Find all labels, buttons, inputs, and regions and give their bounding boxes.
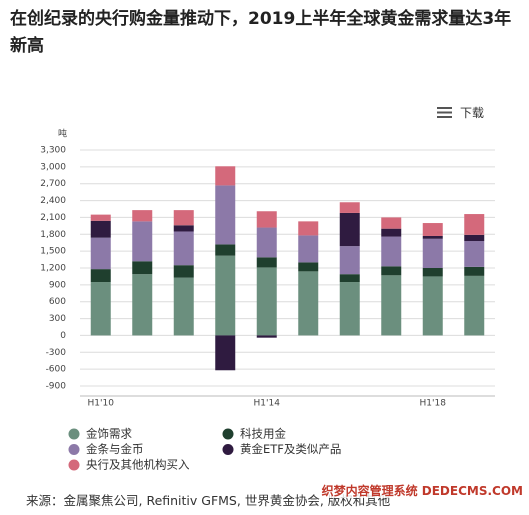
legend-label: 金饰需求: [86, 427, 132, 441]
bar-segment: [173, 231, 194, 266]
bar-segment: [339, 246, 360, 275]
y-tick-label: -600: [46, 365, 67, 375]
y-tick-label: 3,000: [40, 162, 66, 172]
bar-segment: [90, 282, 111, 336]
bar-segment: [215, 244, 236, 256]
bar-segment: [422, 223, 443, 236]
bar-segment: [339, 274, 360, 283]
legend-label: 黄金ETF及类似产品: [240, 442, 341, 456]
bar-segment: [132, 261, 153, 275]
bar-segment: [381, 236, 402, 267]
bar-segment: [381, 266, 402, 276]
y-tick-label: 1,200: [40, 264, 66, 274]
bar-segment: [90, 237, 111, 270]
chart: 吨 3,300 3,000 2,700 2,400 2,100 1,800 1,500 1,2…: [40, 128, 495, 472]
bar-segment: [381, 275, 402, 336]
legend-label: 科技用金: [240, 427, 286, 441]
bar-segment: [298, 262, 319, 272]
bar-segment: [339, 282, 360, 336]
y-tick-label: -300: [46, 348, 67, 358]
y-tick-label: 2,400: [40, 196, 66, 206]
bar-segment: [381, 228, 402, 237]
bar-segment: [381, 217, 402, 229]
y-tick-label: 1,500: [40, 247, 66, 257]
bar-segment: [173, 225, 194, 232]
bar-segment: [173, 265, 194, 278]
bar-segment: [298, 221, 319, 236]
y-tick-label: 0: [60, 331, 66, 341]
bar-segment: [256, 211, 277, 228]
bar-segment: [464, 241, 485, 267]
download-button[interactable]: 下载: [437, 104, 484, 121]
bar-segment: [132, 221, 153, 262]
bar-segment: [90, 269, 111, 283]
bar-segment: [173, 277, 194, 336]
bar-segment: [90, 214, 111, 221]
bar-segment: [422, 268, 443, 277]
legend-swatch: [68, 444, 80, 455]
bar-segment: [256, 257, 277, 268]
bar-segment: [464, 234, 485, 242]
bar-segment: [339, 202, 360, 213]
bar-segment: [256, 267, 277, 336]
bar-segment: [422, 238, 443, 268]
y-tick-label: 3,300: [40, 146, 66, 156]
bar-segment: [256, 335, 277, 338]
y-tick-label: 900: [49, 280, 66, 290]
legend-swatch: [222, 444, 234, 455]
bar-segment: [422, 276, 443, 336]
bar-segment: [298, 235, 319, 263]
menu-icon[interactable]: [437, 107, 452, 118]
bar-segment: [215, 255, 236, 336]
bar-segment: [464, 214, 485, 235]
legend-swatch: [68, 428, 80, 440]
y-tick-label: 600: [49, 297, 66, 307]
y-tick-label: 300: [49, 314, 66, 324]
legend-label: 央行及其他机构买入: [86, 458, 190, 472]
bar-segment: [173, 210, 194, 226]
bar-segment: [215, 185, 236, 245]
y-tick-label: 2,700: [40, 179, 66, 189]
y-axis-label: 吨: [58, 128, 67, 140]
x-tick-label: H1'14: [254, 399, 281, 409]
bar-segment: [422, 235, 443, 239]
source: 来源：金属聚焦公司, Refinitiv GFMS, 世界黄金协会, 版权和其他: [26, 493, 391, 508]
download-label[interactable]: 下载: [460, 106, 485, 120]
bar-segment: [464, 266, 485, 276]
chart-title: 在创纪录的央行购金量推动下，2019上半年全球黄金需求量达3年新高: [10, 9, 512, 56]
watermark: 织梦内容管理系统 DEDECMS.COM: [321, 484, 523, 498]
legend-swatch: [222, 428, 234, 440]
bar-segment: [215, 335, 236, 371]
x-tick-label: H1'18: [420, 399, 447, 409]
bar-segment: [256, 227, 277, 258]
legend-label: 金条与金币: [86, 442, 144, 456]
legend-swatch: [68, 459, 80, 471]
bar-segment: [298, 271, 319, 336]
bar-segment: [90, 220, 111, 238]
bar-segment: [215, 166, 236, 186]
y-tick-label: -900: [46, 382, 67, 392]
bar-segment: [132, 274, 153, 336]
y-tick-label: 2,100: [40, 213, 66, 223]
bar-segment: [339, 212, 360, 247]
bar-segment: [464, 275, 485, 336]
y-tick-label: 1,800: [40, 230, 66, 240]
x-tick-label: H1'10: [88, 399, 115, 409]
bar-segment: [132, 210, 153, 222]
